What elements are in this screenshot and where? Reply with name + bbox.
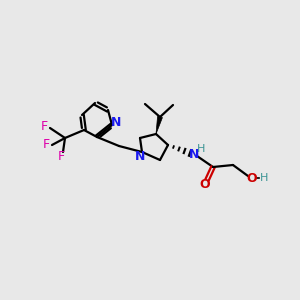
Text: F: F — [42, 139, 50, 152]
Text: N: N — [111, 116, 121, 130]
Text: O: O — [247, 172, 257, 184]
Text: F: F — [57, 151, 64, 164]
Text: N: N — [135, 151, 145, 164]
Text: O: O — [200, 178, 210, 191]
Text: F: F — [40, 119, 48, 133]
Text: N: N — [189, 148, 199, 161]
Text: H: H — [260, 173, 268, 183]
Polygon shape — [156, 116, 162, 134]
Text: H: H — [197, 144, 205, 154]
